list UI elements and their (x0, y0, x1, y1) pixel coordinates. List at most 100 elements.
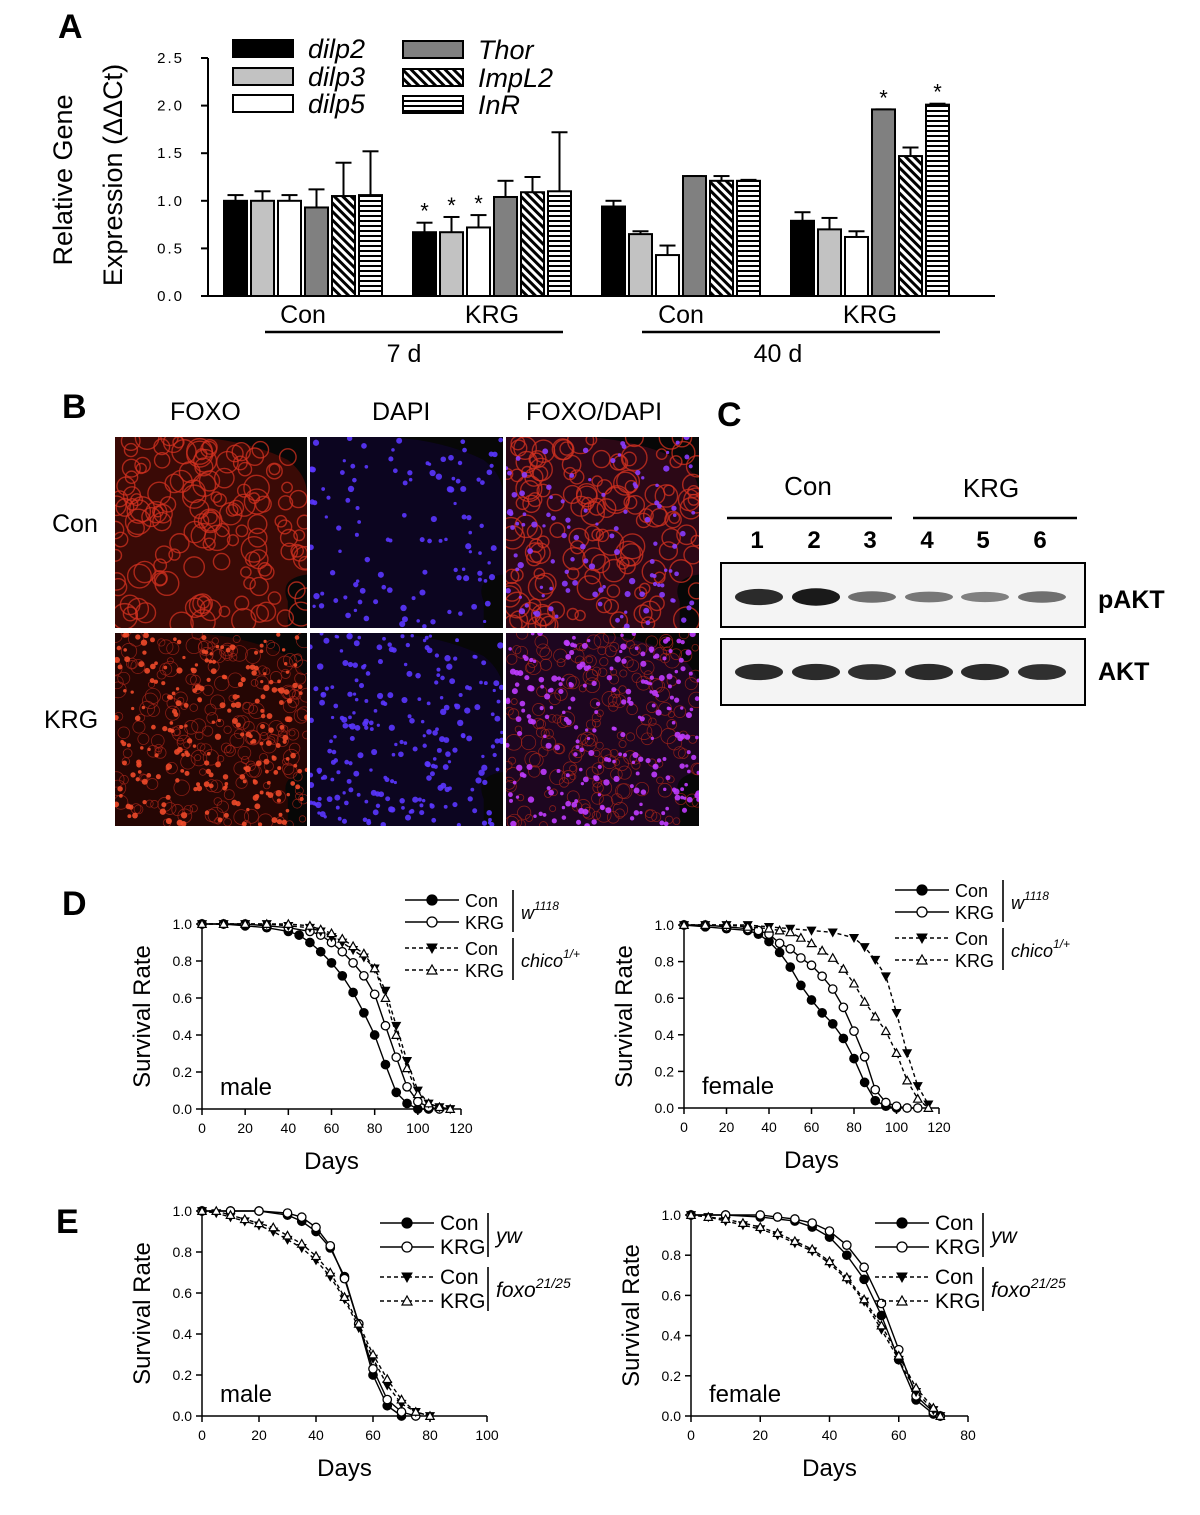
nucleus (426, 701, 431, 706)
cell-membrane (115, 633, 123, 643)
nucleus (691, 510, 696, 515)
point-marker (282, 1230, 293, 1240)
nucleus (586, 638, 591, 643)
cell-membrane (669, 455, 683, 469)
nucleus (551, 675, 558, 682)
nucleus (434, 680, 439, 685)
point-marker (772, 1212, 783, 1222)
nucleus (639, 810, 643, 815)
nucleus (548, 789, 555, 796)
nucleus (127, 814, 132, 819)
nucleus (610, 457, 616, 464)
nucleus (388, 646, 395, 653)
cell-membrane (690, 762, 699, 776)
nucleus (615, 617, 620, 623)
nucleus (592, 591, 598, 598)
nucleus (209, 652, 213, 656)
cell-membrane (673, 746, 686, 759)
nucleus (215, 644, 220, 649)
x-tick-label: 20 (237, 1120, 253, 1136)
nucleus (175, 700, 182, 707)
nucleus (166, 694, 172, 700)
cell-membrane (592, 718, 601, 728)
nucleus (239, 774, 246, 780)
lane-number: 2 (807, 527, 820, 554)
nucleus (624, 610, 628, 614)
nucleus (268, 727, 274, 733)
cell-membrane (130, 659, 146, 674)
x-tick-label: 80 (960, 1427, 976, 1443)
nucleus (477, 570, 483, 576)
cell-membrane (194, 731, 204, 741)
cell-membrane (210, 694, 225, 710)
legend-genotype: yw (989, 1225, 1019, 1248)
cell-membrane (191, 633, 203, 640)
legend-genotype: foxo21/25 (991, 1275, 1066, 1302)
cell-membrane (668, 512, 681, 525)
x-tick-label: 20 (251, 1427, 267, 1443)
nucleus (475, 777, 482, 784)
nucleus (330, 777, 335, 782)
nucleus (297, 684, 303, 690)
blot-group-label-con: Con (784, 471, 832, 501)
nucleus (429, 803, 435, 809)
nucleus (417, 797, 422, 802)
cell-membrane (243, 488, 271, 515)
cell-membrane (115, 711, 124, 722)
nucleus (545, 742, 552, 749)
nucleus (162, 725, 168, 732)
cell-membrane (245, 760, 256, 771)
nucleus (660, 583, 665, 588)
point-marker (755, 1210, 766, 1220)
nucleus (569, 473, 575, 478)
nucleus (444, 786, 450, 793)
nucleus (429, 469, 436, 477)
nucleus (565, 800, 572, 807)
nucleus (144, 667, 151, 674)
nucleus (620, 633, 624, 638)
nucleus (337, 816, 342, 821)
nucleus (333, 703, 339, 709)
genotype-name: chico (521, 951, 563, 971)
nucleus (565, 773, 570, 778)
point-marker (737, 1217, 749, 1227)
nucleus (349, 735, 355, 741)
cell-membrane (265, 462, 283, 480)
nucleus (122, 633, 127, 638)
nucleus (201, 649, 207, 654)
nucleus (650, 736, 655, 741)
nucleus (613, 526, 619, 532)
nucleus (369, 768, 373, 772)
nucleus (122, 760, 127, 766)
nucleus (299, 796, 304, 802)
nucleus (458, 692, 463, 698)
point-marker (720, 1213, 731, 1223)
nucleus (438, 538, 443, 543)
nucleus (561, 805, 566, 810)
y-tick-label: 0.8 (173, 953, 193, 969)
genotype-name: yw (494, 1225, 524, 1248)
x-tick-label: 80 (846, 1119, 862, 1135)
nucleus (613, 775, 620, 782)
nucleus (484, 600, 491, 607)
nucleus (166, 767, 170, 771)
cell-membrane (115, 520, 125, 540)
cell-membrane (177, 737, 184, 745)
cell-membrane (506, 653, 518, 665)
cell-membrane (214, 675, 230, 692)
cell-membrane (568, 527, 590, 549)
cell-membrane (524, 662, 536, 674)
cell-membrane (661, 527, 681, 548)
cell-membrane (566, 675, 580, 690)
x-axis-label: Days (317, 1455, 372, 1482)
point-marker (239, 918, 251, 928)
legend-label: Con (955, 881, 988, 901)
nucleus (150, 663, 156, 670)
nucleus (685, 649, 692, 656)
nucleus (310, 782, 315, 788)
cell-membrane (609, 611, 629, 628)
cell-membrane (518, 601, 542, 625)
panel-letter-e: E (56, 1203, 79, 1241)
cell-membrane (678, 633, 690, 640)
cell-membrane (584, 525, 601, 542)
